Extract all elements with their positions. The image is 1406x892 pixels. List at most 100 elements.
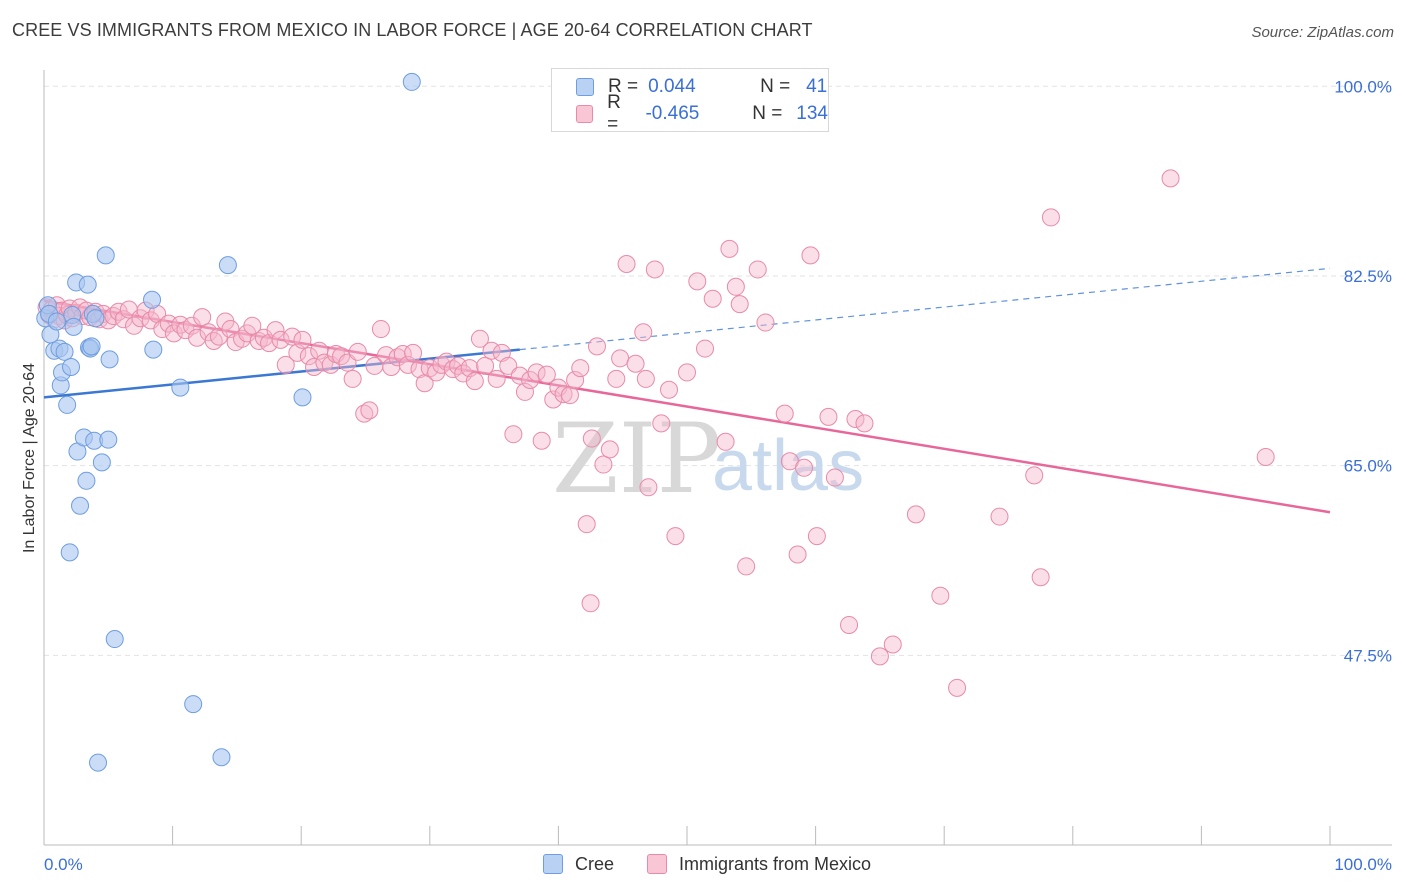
point-immigrants-from-mexico <box>634 323 653 342</box>
point-immigrants-from-mexico <box>470 329 489 348</box>
y-tick-label: 82.5% <box>1344 267 1392 286</box>
point-immigrants-from-mexico <box>582 429 601 448</box>
point-immigrants-from-mexico <box>617 255 636 274</box>
trend-line-cree-extrapolated <box>519 267 1331 351</box>
watermark: ZIP atlas <box>552 403 864 515</box>
point-immigrants-from-mexico <box>626 354 645 373</box>
point-cree <box>96 246 115 265</box>
point-immigrants-from-mexico <box>855 414 874 433</box>
point-cree <box>47 312 66 331</box>
point-immigrants-from-mexico <box>499 356 518 375</box>
point-immigrants-from-mexico <box>788 545 807 564</box>
point-immigrants-from-mexico <box>398 355 417 374</box>
point-immigrants-from-mexico <box>600 440 619 459</box>
point-immigrants-from-mexico <box>343 369 362 388</box>
point-immigrants-from-mexico <box>360 401 379 420</box>
point-immigrants-from-mexico <box>243 316 262 335</box>
point-cree <box>100 350 119 369</box>
point-cree <box>62 357 81 376</box>
point-immigrants-from-mexico <box>748 260 767 279</box>
point-immigrants-from-mexico <box>801 246 820 265</box>
point-immigrants-from-mexico <box>795 458 814 477</box>
point-immigrants-from-mexico <box>990 507 1009 526</box>
point-immigrants-from-mexico <box>645 260 664 279</box>
point-immigrants-from-mexico <box>775 404 794 423</box>
point-immigrants-from-mexico <box>825 468 844 487</box>
point-cree <box>86 309 105 328</box>
point-cree <box>99 430 118 449</box>
point-immigrants-from-mexico <box>293 330 312 349</box>
point-immigrants-from-mexico <box>537 365 556 384</box>
point-immigrants-from-mexico <box>730 295 749 314</box>
trend-lines <box>43 267 1331 514</box>
point-immigrants-from-mexico <box>840 615 859 634</box>
point-cree <box>92 453 111 472</box>
point-immigrants-from-mexico <box>1031 568 1050 587</box>
point-immigrants-from-mexico <box>948 678 967 697</box>
legend-r-value-cree: 0.044 <box>648 76 696 97</box>
point-immigrants-from-mexico <box>678 363 696 382</box>
point-immigrants-from-mexico <box>504 425 523 444</box>
point-immigrants-from-mexico <box>571 359 590 378</box>
points-immigrants-from-mexico <box>37 169 1275 697</box>
point-immigrants-from-mexico <box>594 455 613 474</box>
point-cree <box>293 388 312 407</box>
point-immigrants-from-mexico <box>371 320 390 339</box>
point-immigrants-from-mexico <box>703 289 722 308</box>
point-immigrants-from-mexico <box>521 371 540 389</box>
point-immigrants-from-mexico <box>737 557 756 576</box>
point-immigrants-from-mexico <box>1161 169 1180 188</box>
point-cree <box>171 378 190 397</box>
x-tick-label-min: 0.0% <box>44 855 83 874</box>
point-immigrants-from-mexico <box>1256 447 1275 466</box>
point-cree <box>105 630 124 649</box>
point-immigrants-from-mexico <box>560 386 579 405</box>
point-immigrants-from-mexico <box>355 404 374 423</box>
point-immigrants-from-mexico <box>807 527 826 546</box>
point-immigrants-from-mexico <box>437 352 456 371</box>
bottom-swatch-cree <box>543 854 563 874</box>
point-cree <box>60 543 79 562</box>
point-cree <box>82 337 101 356</box>
watermark-zip: ZIP <box>552 403 721 515</box>
tick-labels: 47.5% 65.0% 82.5% 100.0% 0.0% 100.0% <box>44 77 1392 874</box>
point-immigrants-from-mexico <box>577 515 596 534</box>
x-tick-label-max: 100.0% <box>1334 855 1392 874</box>
point-immigrants-from-mexico <box>1041 208 1060 227</box>
point-immigrants-from-mexico <box>193 308 212 327</box>
watermark-atlas: atlas <box>712 426 864 506</box>
point-cree <box>143 290 162 309</box>
point-immigrants-from-mexico <box>688 272 707 291</box>
trend-line-cree <box>43 348 520 399</box>
point-cree <box>64 317 83 336</box>
point-immigrants-from-mexico <box>299 347 318 366</box>
bottom-legend-label-mexico: Immigrants from Mexico <box>679 853 872 874</box>
point-immigrants-from-mexico <box>756 313 775 332</box>
point-immigrants-from-mexico <box>906 505 925 524</box>
legend-n-value-mexico: 134 <box>796 103 828 124</box>
y-tick-label: 65.0% <box>1344 457 1392 476</box>
point-immigrants-from-mexico <box>846 410 865 429</box>
point-immigrants-from-mexico <box>487 369 506 388</box>
point-immigrants-from-mexico <box>554 385 573 404</box>
point-immigrants-from-mexico <box>515 382 534 401</box>
point-immigrants-from-mexico <box>819 407 838 426</box>
point-immigrants-from-mexico <box>696 339 715 358</box>
points-cree <box>36 72 421 772</box>
source-label: Source: ZipAtlas.com <box>1251 24 1394 41</box>
point-immigrants-from-mexico <box>636 369 655 388</box>
point-immigrants-from-mexico <box>332 347 351 366</box>
legend-r-label: R = <box>607 92 621 135</box>
grid-lines <box>44 85 1392 656</box>
point-immigrants-from-mexico <box>611 349 630 368</box>
point-immigrants-from-mexico <box>883 635 902 654</box>
axes <box>43 70 1392 846</box>
y-tick-label: 47.5% <box>1344 646 1392 665</box>
bottom-swatch-mexico <box>647 854 667 874</box>
point-immigrants-from-mexico <box>544 390 563 409</box>
point-immigrants-from-mexico <box>726 277 745 296</box>
chart-title: CREE VS IMMIGRANTS FROM MEXICO IN LABOR … <box>12 20 813 40</box>
point-cree <box>144 340 163 359</box>
point-cree <box>71 496 90 515</box>
